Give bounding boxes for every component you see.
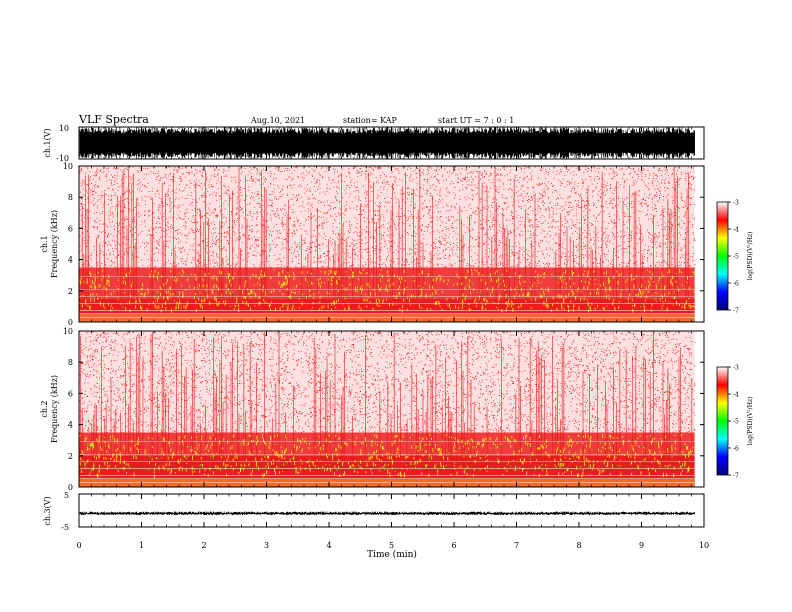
ch1-spec-ylabel-freq: Frequency (kHz) bbox=[50, 210, 59, 278]
spec2-low-strip bbox=[79, 479, 695, 487]
spec2-yticks-label: 10 bbox=[63, 327, 73, 336]
ch2-colorbar: -3 -4 -5 -6 -7 log(PSD)(V²/Hz) bbox=[716, 365, 754, 480]
spec2-yticks-label: 4 bbox=[68, 421, 73, 430]
spec1-yticks-label: 4 bbox=[68, 256, 73, 265]
ch1-freq-ticks: 10 8 6 4 2 0 bbox=[63, 162, 704, 327]
ch3-waveform-trace bbox=[79, 511, 695, 516]
spec2-band-3 bbox=[79, 331, 695, 433]
wave3-path bbox=[79, 511, 695, 516]
station-label: station= KAP bbox=[343, 116, 398, 125]
time-tick-label: 6 bbox=[451, 541, 456, 550]
ch1-spectrogram-image bbox=[79, 165, 696, 322]
time-tick-label: 10 bbox=[699, 541, 709, 550]
cbar1-tick-label: -6 bbox=[733, 281, 739, 288]
cbar2-bar bbox=[716, 366, 729, 476]
spec2-yticks-label: 2 bbox=[68, 452, 73, 461]
time-tick-label: 4 bbox=[326, 541, 331, 550]
ch2-freq-ticks: 10 8 6 4 2 0 bbox=[63, 327, 704, 492]
spec2-yticks-label: 6 bbox=[68, 389, 73, 398]
spec1-band-2 bbox=[79, 267, 695, 299]
spec2-band-1 bbox=[79, 455, 695, 480]
cbar2-tick-label: -6 bbox=[733, 446, 739, 453]
ch1-waveform-trace bbox=[79, 127, 695, 159]
ch1-waveform-panel: 10 -10 ch.1(V) bbox=[43, 124, 705, 163]
cbar1-tick-label: -3 bbox=[733, 200, 739, 207]
start-time-label: start UT = 7 : 0 : 1 bbox=[438, 116, 514, 125]
spec1-yticks-label: 0 bbox=[68, 318, 73, 327]
cbar2-tick-label: -7 bbox=[733, 473, 739, 480]
spec1-yticks-label: 6 bbox=[68, 224, 73, 233]
ch3-wave-tick-top: 5 bbox=[64, 491, 69, 500]
ch2-spectrogram-image bbox=[78, 330, 696, 487]
ch1-wave-tick-bottom: -10 bbox=[56, 154, 69, 163]
ch3-wave-tick-bottom: -5 bbox=[61, 523, 69, 532]
time-tick-label: 0 bbox=[76, 541, 81, 550]
time-tick-label: 3 bbox=[264, 541, 269, 550]
time-tick-label: 2 bbox=[201, 541, 206, 550]
time-tick-label: 5 bbox=[389, 541, 394, 550]
ch2-spectrogram-panel: 10 8 6 4 2 0 ch.2 Frequency (kHz) bbox=[40, 327, 705, 492]
time-axis-label: Time (min) bbox=[367, 549, 417, 560]
time-tick-label: 9 bbox=[639, 541, 644, 550]
cbar2-tick-label: -3 bbox=[733, 365, 739, 372]
cbar1-tick-label: -4 bbox=[733, 227, 739, 234]
spec1-yticks-label: 2 bbox=[68, 287, 73, 296]
ch3-waveform-panel: 5 -5 ch.3(V) bbox=[43, 491, 705, 532]
ch2-spec-ylabel: ch.2 bbox=[40, 400, 49, 417]
ch1-colorbar: -3 -4 -5 -6 -7 log(PSD)(V²/Hz) bbox=[716, 200, 754, 315]
cbar1-tick-label: -5 bbox=[733, 254, 739, 261]
cbar1-label: log(PSD)(V²/Hz) bbox=[747, 232, 754, 281]
cbar2-tick-label: -5 bbox=[733, 419, 739, 426]
spec2-yticks-label: 8 bbox=[68, 358, 73, 367]
ch3-wave-ylabel: ch.3(V) bbox=[43, 496, 52, 525]
figure-title: VLF Spectra bbox=[78, 113, 149, 126]
cbar1-bar bbox=[716, 201, 729, 311]
ch1-spec-ylabel: ch.1 bbox=[40, 235, 49, 252]
wave1-path bbox=[79, 127, 695, 159]
time-tick-label: 8 bbox=[576, 541, 581, 550]
ch1-spectrogram-panel: 10 8 6 4 2 0 ch.1 Frequency (kHz) bbox=[40, 162, 705, 327]
spec1-yticks-label: 8 bbox=[68, 193, 73, 202]
spec1-sferics bbox=[81, 166, 689, 299]
spec2-yticks-label: 0 bbox=[68, 483, 73, 492]
cbar2-tick-label: -4 bbox=[733, 392, 739, 399]
time-axis-ticks: 0 1 2 3 4 5 6 7 8 9 10 bbox=[76, 127, 709, 550]
spec1-band-3 bbox=[79, 166, 695, 268]
ch1-wave-tick-top: 10 bbox=[59, 124, 69, 133]
spec1-low-strip bbox=[79, 314, 695, 322]
time-tick-label: 1 bbox=[139, 541, 144, 550]
spec1-yticks-label: 10 bbox=[63, 162, 73, 171]
spec1-bursts bbox=[79, 269, 695, 313]
ch2-spec-ylabel-freq: Frequency (kHz) bbox=[50, 375, 59, 443]
ch1-wave-ylabel: ch.1(V) bbox=[43, 128, 52, 157]
time-tick-label: 7 bbox=[514, 541, 519, 550]
cbar1-tick-label: -7 bbox=[733, 308, 739, 315]
cbar2-label: log(PSD)(V²/Hz) bbox=[747, 397, 754, 446]
date-label: Aug.10, 2021 bbox=[250, 116, 305, 125]
